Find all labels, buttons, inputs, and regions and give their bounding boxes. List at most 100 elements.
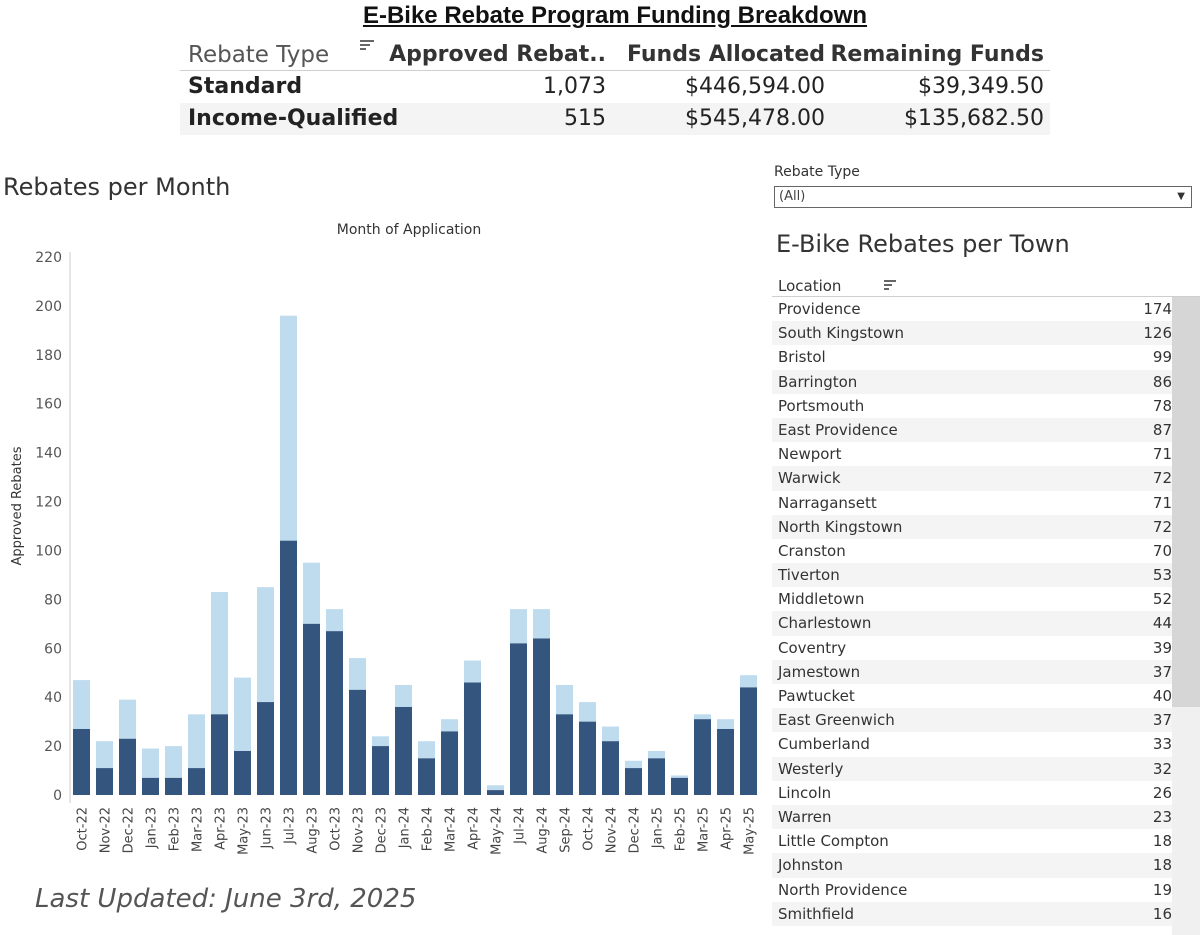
approved-rebates: 515 [564, 106, 606, 131]
bar-light-segment [164, 746, 183, 778]
town-row[interactable]: Providence 174 [772, 297, 1172, 321]
bar-dark-segment [601, 741, 620, 795]
town-table-title: E-Bike Rebates per Town [776, 230, 1070, 258]
bar-dark-segment [164, 777, 183, 795]
town-row[interactable]: Pawtucket 40 [772, 684, 1172, 708]
town-name: Warwick [778, 469, 841, 488]
town-name: Johnston [778, 856, 843, 875]
summary-row-standard[interactable]: Standard 1,073 $446,594.00 $39,349.50 [180, 71, 1050, 103]
bar-light-segment [693, 714, 712, 720]
bar-dark-segment [624, 768, 643, 795]
town-row[interactable]: East Greenwich 37 [772, 708, 1172, 733]
header-approved-rebates[interactable]: Approved Rebat.. [389, 42, 606, 67]
summary-row-income-qualified[interactable]: Income-Qualified 515 $545,478.00 $135,68… [180, 103, 1050, 135]
scrollbar-thumb[interactable] [1172, 297, 1200, 707]
bar-dark-segment [187, 768, 206, 795]
x-tick-label: Jun-23 [260, 807, 275, 850]
x-tick-label: Aug-23 [306, 807, 321, 854]
town-row[interactable]: Narragansett 71 [772, 491, 1172, 515]
sort-icon[interactable] [360, 40, 374, 52]
town-row[interactable]: Little Compton 18 [772, 829, 1172, 853]
town-rebate-count: 39 [1152, 638, 1172, 657]
bar-dark-segment [233, 750, 252, 795]
town-row[interactable]: Warwick 72 [772, 466, 1172, 491]
town-rebate-count: 87 [1152, 420, 1172, 439]
town-name: Warren [778, 807, 832, 826]
town-name: Cranston [778, 541, 846, 560]
bar-light-segment [486, 785, 505, 791]
y-tick-label: 40 [44, 690, 62, 706]
town-rebate-count: 71 [1152, 493, 1172, 512]
town-row[interactable]: Charlestown 44 [772, 611, 1172, 636]
town-row[interactable]: Cranston 70 [772, 539, 1172, 563]
header-funds-allocated[interactable]: Funds Allocated [626, 42, 825, 67]
town-row[interactable]: South Kingstown 126 [772, 321, 1172, 346]
bar-light-segment [739, 675, 758, 688]
bar-light-segment [417, 741, 436, 759]
y-tick-label: 20 [44, 739, 62, 755]
remaining-funds: $39,349.50 [918, 74, 1044, 99]
town-row[interactable]: Barrington 86 [772, 369, 1172, 394]
funds-allocated: $545,478.00 [685, 106, 825, 131]
chart-title: Month of Application [337, 222, 482, 238]
town-row[interactable]: Bristol 99 [772, 345, 1172, 369]
town-row[interactable]: Warren 23 [772, 804, 1172, 830]
town-rebate-count: 174 [1143, 300, 1172, 318]
header-rebate-type[interactable]: Rebate Type [188, 42, 330, 68]
town-rebate-count: 126 [1143, 324, 1172, 343]
town-row[interactable]: Jamestown 37 [772, 659, 1172, 684]
bar-light-segment [509, 609, 528, 644]
sort-icon[interactable] [884, 280, 896, 292]
y-tick-label: 120 [35, 495, 62, 511]
town-rebate-count: 37 [1152, 711, 1172, 730]
town-row[interactable]: Johnston 18 [772, 853, 1172, 878]
bar-dark-segment [118, 738, 137, 795]
town-rebate-count: 18 [1152, 856, 1172, 875]
x-tick-label: Dec-22 [122, 807, 137, 853]
bar-dark-segment [302, 623, 321, 795]
town-row[interactable]: Smithfield 16 [772, 901, 1172, 926]
bar-dark-segment [141, 777, 160, 795]
town-rebate-count: 16 [1152, 904, 1172, 923]
y-tick-label: 100 [35, 543, 62, 559]
rebate-type-filter[interactable]: (All) ▼ [774, 186, 1192, 208]
header-location[interactable]: Location [778, 277, 842, 295]
filter-label: Rebate Type [774, 164, 860, 180]
x-tick-label: Oct-24 [582, 807, 597, 851]
town-row[interactable]: Portsmouth 78 [772, 394, 1172, 418]
town-row[interactable]: Tiverton 53 [772, 563, 1172, 588]
town-row[interactable]: Middletown 52 [772, 587, 1172, 611]
bar-light-segment [348, 658, 367, 690]
rebates-per-month-chart: Month of Application Approved Rebates 0 20 4… [10, 222, 758, 855]
scrollbar[interactable] [1172, 297, 1200, 935]
bar-dark-segment [739, 687, 758, 795]
x-tick-label: Oct-22 [76, 807, 91, 851]
y-tick-label: 0 [53, 788, 62, 804]
approved-rebates: 1,073 [543, 74, 606, 99]
town-row[interactable]: North Providence 19 [772, 878, 1172, 902]
bar-dark-segment [348, 689, 367, 795]
header-remaining-funds[interactable]: Remaining Funds [830, 42, 1044, 67]
town-row[interactable]: Newport 71 [772, 442, 1172, 466]
town-row[interactable]: Coventry 39 [772, 636, 1172, 660]
town-row[interactable]: East Providence 87 [772, 417, 1172, 443]
bar-dark-segment [647, 758, 666, 795]
town-row[interactable]: Cumberland 33 [772, 732, 1172, 756]
y-tick-label: 220 [35, 250, 62, 266]
bar-light-segment [256, 587, 275, 703]
town-name: North Kingstown [778, 517, 903, 536]
x-tick-label: Jul-24 [513, 807, 528, 845]
rebate-type: Income-Qualified [188, 106, 399, 131]
town-row[interactable]: Lincoln 26 [772, 781, 1172, 805]
town-list: Providence 174 South Kingstown 126 Bristol 99… [772, 297, 1172, 926]
town-row[interactable]: North Kingstown 72 [772, 514, 1172, 539]
x-tick-label: Aug-24 [536, 807, 551, 854]
town-rebate-count: 70 [1152, 541, 1172, 560]
dropdown-arrow-icon[interactable]: ▼ [1177, 191, 1185, 202]
bar-dark-segment [210, 714, 229, 795]
town-rebate-count: 53 [1152, 566, 1172, 585]
town-row[interactable]: Westerly 32 [772, 756, 1172, 781]
bar-dark-segment [463, 682, 482, 795]
x-tick-label: Feb-24 [421, 807, 436, 851]
town-name: Lincoln [778, 783, 832, 802]
